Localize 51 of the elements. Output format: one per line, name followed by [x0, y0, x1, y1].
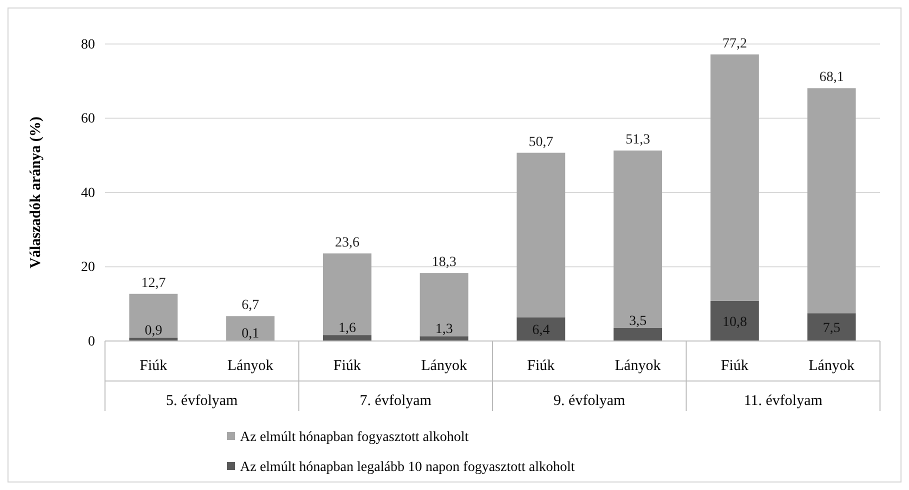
data-label: 0,1 — [242, 326, 260, 342]
x-tick-label: Fiúk — [720, 358, 749, 374]
bar — [710, 300, 759, 341]
total-label: 12,7 — [141, 276, 166, 291]
bar — [516, 317, 566, 341]
data-label: 1,3 — [435, 322, 453, 338]
total-label: 18,3 — [432, 255, 456, 270]
text: 7. évfolyam — [360, 393, 432, 409]
bar — [614, 328, 662, 341]
data-label: 3,5 — [629, 314, 647, 330]
bar — [807, 88, 856, 314]
total-label: 50,7 — [528, 134, 554, 150]
total-label: 77,2 — [722, 36, 747, 52]
text: 9. évfolyam — [554, 393, 626, 409]
bar — [129, 338, 178, 341]
bar — [322, 253, 372, 336]
bar — [807, 313, 856, 341]
y-tick-label: 40 — [81, 186, 95, 201]
data-label: 1,6 — [338, 321, 356, 336]
legend-label: Az elmúlt hónapban fogyasztott alkoholt — [240, 430, 469, 445]
bar — [322, 335, 372, 341]
bar — [420, 336, 468, 341]
total-label: 6,7 — [242, 298, 260, 314]
y-tick-label: 0 — [88, 334, 95, 350]
bar — [226, 316, 275, 341]
y-axis-title: Válaszadók aránya (%) — [28, 116, 44, 268]
x-tick-label: Lányok — [227, 358, 274, 374]
x-tick-label: Fiúk — [333, 358, 362, 374]
total-label: 51,3 — [626, 132, 650, 148]
text: 5. évfolyam — [166, 393, 238, 409]
total-label: 23,6 — [334, 235, 360, 250]
x-tick-label: Fiúk — [527, 358, 556, 374]
bar — [516, 152, 566, 318]
y-tick-label: 80 — [81, 37, 95, 52]
text: 11. évfolyam — [744, 393, 823, 409]
y-tick-label: 60 — [81, 112, 95, 127]
y-tick-label: 20 — [81, 260, 95, 276]
bar — [129, 294, 178, 338]
x-tick-label: Lányok — [421, 358, 468, 374]
data-label: 7,5 — [822, 321, 840, 336]
bar — [710, 54, 759, 301]
legend-label: Az elmúlt hónapban legalább 10 napon fogyasztott alkoholt — [240, 460, 575, 475]
bar — [614, 150, 662, 328]
total-label: 68,1 — [819, 70, 844, 86]
data-label: 10,8 — [722, 314, 747, 330]
x-tick-label: Lányok — [808, 358, 855, 374]
x-tick-label: Lányok — [614, 358, 662, 374]
x-tick-label: Fiúk — [140, 358, 168, 374]
data-label: 0,9 — [144, 324, 162, 339]
data-label: 6,4 — [532, 323, 550, 338]
bar — [420, 273, 468, 336]
